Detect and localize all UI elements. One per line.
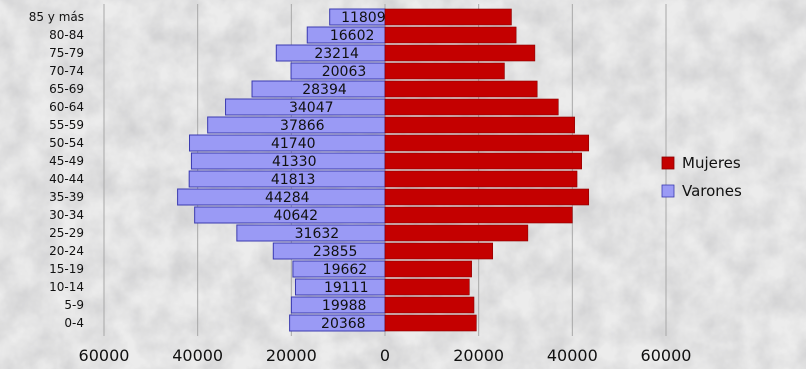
category-label-7: 50-54	[49, 136, 84, 150]
data-label-varones-8: 41330	[272, 154, 317, 170]
bar-mujeres-6	[384, 116, 575, 134]
bar-mujeres-0	[384, 8, 512, 26]
legend-swatch-mujeres	[661, 156, 675, 170]
bar-mujeres-4	[384, 80, 538, 98]
category-label-17: 0-4	[64, 316, 84, 330]
data-label-varones-13: 23855	[313, 244, 358, 260]
legend: Mujeres Varones	[661, 154, 742, 200]
category-label-3: 70-74	[49, 64, 84, 78]
data-label-varones-16: 19988	[322, 298, 367, 314]
bar-mujeres-17	[384, 314, 477, 332]
category-label-11: 30-34	[49, 208, 84, 222]
data-labels: 11809 16602 23214 20063 28394 34047 37866 41740…	[265, 10, 386, 332]
x-tick-label-2: 20000	[266, 346, 317, 365]
category-label-16: 5-9	[64, 298, 84, 312]
data-label-varones-10: 44284	[265, 190, 310, 206]
category-label-8: 45-49	[49, 154, 84, 168]
bar-mujeres-13	[384, 242, 494, 260]
bar-mujeres-7	[384, 134, 590, 152]
bar-mujeres-10	[384, 188, 590, 206]
bar-mujeres-2	[384, 44, 536, 62]
x-tick-label-0: 60000	[79, 346, 130, 365]
category-labels: 85 y más 80-84 75-79 70-74 65-69 60-64 55-59 50…	[29, 10, 84, 330]
category-label-12: 25-29	[49, 226, 84, 240]
bar-mujeres-14	[384, 260, 472, 278]
category-label-10: 35-39	[49, 190, 84, 204]
data-label-varones-5: 34047	[289, 100, 334, 116]
data-label-varones-0: 11809	[341, 10, 386, 26]
bar-mujeres-11	[384, 206, 573, 224]
data-label-varones-11: 40642	[274, 208, 319, 224]
x-tick-label-6: 60000	[641, 346, 692, 365]
legend-label-varones: Varones	[682, 182, 742, 200]
bar-mujeres-15	[384, 278, 470, 296]
data-label-varones-7: 41740	[271, 136, 316, 152]
data-label-varones-17: 20368	[321, 316, 366, 332]
legend-label-mujeres: Mujeres	[682, 154, 741, 172]
data-label-varones-15: 19111	[324, 280, 369, 296]
category-label-1: 80-84	[49, 28, 84, 42]
bar-mujeres-3	[384, 62, 505, 80]
category-label-5: 60-64	[49, 100, 84, 114]
bar-mujeres-8	[384, 152, 582, 170]
data-label-varones-14: 19662	[323, 262, 368, 278]
bar-mujeres-9	[384, 170, 578, 188]
x-tick-label-1: 40000	[172, 346, 223, 365]
category-label-9: 40-44	[49, 172, 84, 186]
category-label-0: 85 y más	[29, 10, 84, 24]
data-label-varones-9: 41813	[271, 172, 316, 188]
bar-mujeres-16	[384, 296, 475, 314]
bar-mujeres-1	[384, 26, 517, 44]
bars	[177, 8, 590, 332]
bar-mujeres-12	[384, 224, 529, 242]
data-label-varones-12: 31632	[295, 226, 340, 242]
x-tick-labels: 60000 40000 20000 0 20000 40000 60000	[79, 346, 692, 365]
category-label-15: 10-14	[49, 280, 84, 294]
legend-swatch-varones	[661, 184, 675, 198]
data-label-varones-3: 20063	[322, 64, 367, 80]
data-label-varones-6: 37866	[280, 118, 325, 134]
bar-mujeres-5	[384, 98, 559, 116]
x-tick-label-4: 20000	[453, 346, 504, 365]
data-label-varones-1: 16602	[330, 28, 375, 44]
category-label-6: 55-59	[49, 118, 84, 132]
category-label-14: 15-19	[49, 262, 84, 276]
category-label-2: 75-79	[49, 46, 84, 60]
data-label-varones-4: 28394	[302, 82, 347, 98]
data-label-varones-2: 23214	[314, 46, 359, 62]
category-label-13: 20-24	[49, 244, 84, 258]
x-tick-label-5: 40000	[547, 346, 598, 365]
category-label-4: 65-69	[49, 82, 84, 96]
x-tick-label-3: 0	[380, 346, 390, 365]
